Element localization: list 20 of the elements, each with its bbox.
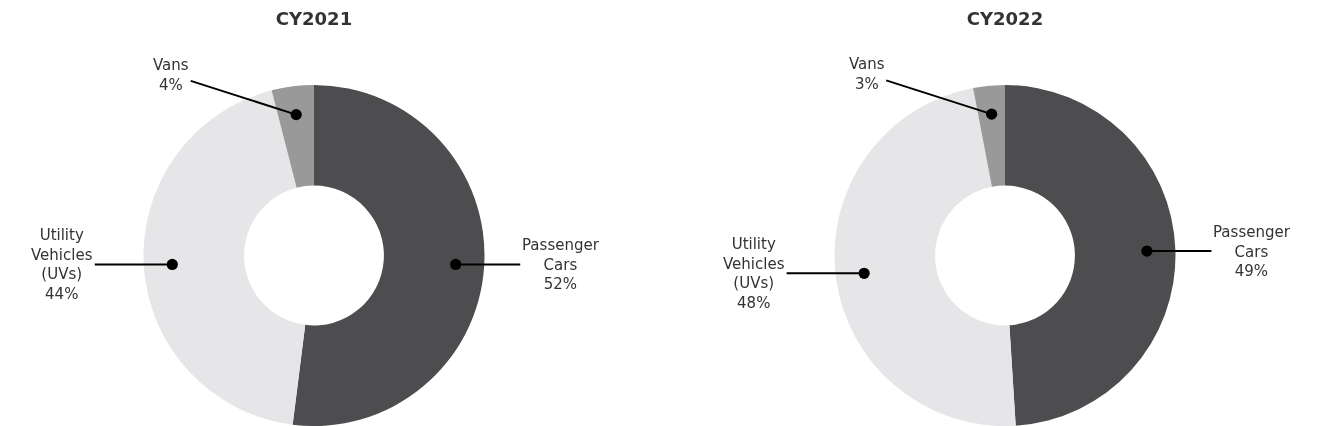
data-label: 3% xyxy=(854,74,879,93)
slice-label: Utility Vehicles (UVs) xyxy=(723,235,785,292)
donut-slice xyxy=(834,88,1016,426)
data-label: 4% xyxy=(158,75,183,94)
donut-slice xyxy=(292,85,485,426)
data-label: 52% xyxy=(543,275,578,293)
data-label: 49% xyxy=(1234,262,1269,280)
chart-title: CY2021 xyxy=(275,8,353,30)
data-label: 44% xyxy=(45,284,79,303)
slice-label: Vans xyxy=(849,55,885,73)
donut-slice xyxy=(1005,85,1176,426)
donut-slice xyxy=(143,90,306,425)
chart-title: CY2022 xyxy=(966,8,1044,30)
slice-label: Utility Vehicles (UVs) xyxy=(31,226,93,283)
donut-slice xyxy=(973,85,1005,187)
slice-label: Passenger Cars xyxy=(1213,223,1291,261)
slice-label: Vans xyxy=(153,56,189,74)
slice-label: Passenger Cars xyxy=(522,236,600,274)
donut-slice xyxy=(271,85,314,188)
data-label: 48% xyxy=(737,293,771,312)
